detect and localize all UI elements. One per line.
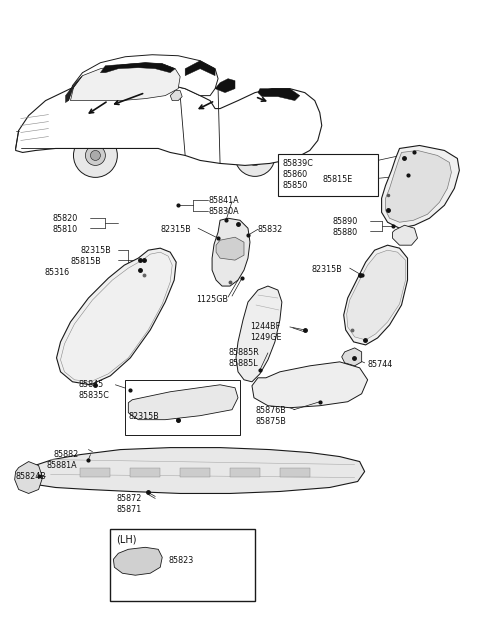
Text: 85823: 85823 xyxy=(168,557,193,565)
Text: 85872: 85872 xyxy=(116,494,142,503)
Polygon shape xyxy=(128,385,238,420)
Polygon shape xyxy=(216,237,244,260)
Circle shape xyxy=(235,136,275,176)
Polygon shape xyxy=(69,55,218,101)
Polygon shape xyxy=(170,91,182,101)
Text: 82315B: 82315B xyxy=(81,246,111,255)
Polygon shape xyxy=(15,462,43,494)
Bar xyxy=(278,154,378,196)
Bar xyxy=(130,468,160,476)
Text: 85820: 85820 xyxy=(52,214,78,223)
Text: 85885R: 85885R xyxy=(228,348,259,357)
Bar xyxy=(280,468,310,476)
Polygon shape xyxy=(57,248,176,385)
Text: 85830A: 85830A xyxy=(208,207,239,217)
Bar xyxy=(125,380,240,434)
Text: 1249GE: 1249GE xyxy=(250,333,281,342)
Text: 85860: 85860 xyxy=(283,170,308,180)
Circle shape xyxy=(73,133,117,177)
Circle shape xyxy=(251,152,259,160)
Text: 1244BF: 1244BF xyxy=(250,322,280,331)
Text: 82315B: 82315B xyxy=(128,412,159,421)
Text: 85839C: 85839C xyxy=(283,159,314,168)
Text: (LH): (LH) xyxy=(116,534,137,544)
Polygon shape xyxy=(113,547,162,575)
Polygon shape xyxy=(100,63,175,73)
Text: 1125GB: 1125GB xyxy=(196,295,228,304)
Polygon shape xyxy=(258,89,300,101)
Bar xyxy=(230,468,260,476)
Text: 85815B: 85815B xyxy=(71,257,101,266)
Polygon shape xyxy=(212,218,250,286)
Polygon shape xyxy=(342,348,361,366)
Polygon shape xyxy=(236,286,282,382)
Text: 82315B: 82315B xyxy=(160,225,191,234)
Circle shape xyxy=(90,151,100,160)
Text: 85871: 85871 xyxy=(116,505,142,515)
Polygon shape xyxy=(382,146,459,228)
Text: 85832: 85832 xyxy=(258,225,283,234)
Bar xyxy=(180,468,210,476)
Text: 85824B: 85824B xyxy=(16,471,47,481)
Bar xyxy=(110,529,255,601)
Text: 85875B: 85875B xyxy=(256,416,287,426)
Text: 85885L: 85885L xyxy=(228,359,258,368)
Circle shape xyxy=(246,147,264,165)
Text: 85890: 85890 xyxy=(333,217,358,226)
Polygon shape xyxy=(71,63,180,101)
Polygon shape xyxy=(393,225,418,245)
Bar xyxy=(81,468,110,476)
Text: 85841A: 85841A xyxy=(208,196,239,205)
Polygon shape xyxy=(385,151,451,222)
Polygon shape xyxy=(185,60,215,76)
Polygon shape xyxy=(19,447,365,494)
Polygon shape xyxy=(252,362,368,408)
Text: 82315B: 82315B xyxy=(312,265,343,274)
Text: 85881A: 85881A xyxy=(47,460,77,470)
Polygon shape xyxy=(344,245,408,345)
Polygon shape xyxy=(65,76,83,102)
Text: 85880: 85880 xyxy=(333,228,358,237)
Text: 85316: 85316 xyxy=(45,268,70,277)
Text: 85744: 85744 xyxy=(368,360,393,369)
Text: 85882: 85882 xyxy=(54,450,79,458)
Text: 85876B: 85876B xyxy=(256,406,287,415)
Polygon shape xyxy=(215,78,235,93)
Text: 85810: 85810 xyxy=(52,225,78,234)
Text: 85835C: 85835C xyxy=(78,391,109,400)
Polygon shape xyxy=(16,81,322,165)
Text: 85845: 85845 xyxy=(78,380,104,389)
Text: 85815E: 85815E xyxy=(323,175,353,184)
Circle shape xyxy=(85,146,106,165)
Text: 85850: 85850 xyxy=(283,181,308,191)
Polygon shape xyxy=(347,250,406,340)
